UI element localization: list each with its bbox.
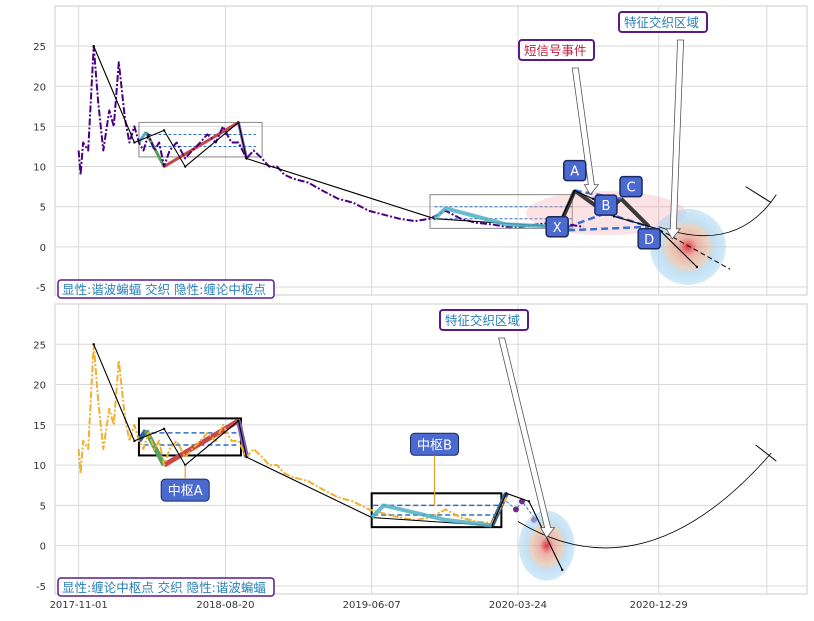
bottom-annotations: 中枢A 中枢B 特征交织区域 xyxy=(160,309,556,539)
feature-label: 特征交织区域 xyxy=(624,15,699,30)
bottom-y-tick-label: 25 xyxy=(33,340,46,351)
top-trend-point xyxy=(162,129,166,132)
top-trend-point xyxy=(591,197,595,200)
top-y-tick-label: 10 xyxy=(33,163,46,174)
top-panel: -5 0 5 10 15 20 25 短信号事件 特征交织区域 A B C D X 显性:谐波蝙蝠 交织… xyxy=(33,5,808,299)
bottom-trend-point xyxy=(245,455,248,459)
annotation-arrow xyxy=(571,67,600,196)
annotation-arrow xyxy=(665,39,685,240)
top-harmonic-leg xyxy=(163,121,240,168)
top-feature-zone xyxy=(649,208,726,285)
bottom-harmonic-point xyxy=(512,506,519,513)
bottom-harmonic-dashed xyxy=(506,500,535,518)
point-label-box xyxy=(619,175,643,198)
top-y-tick-label: 5 xyxy=(40,203,46,214)
feature-label-box xyxy=(618,11,708,33)
top-xabcd-leg xyxy=(619,197,651,229)
top-dashed-projection xyxy=(658,228,731,270)
bottom-legend-border xyxy=(57,577,275,597)
top-series xyxy=(77,44,699,269)
top-legend-border xyxy=(57,279,275,299)
pivot-label: 中枢A xyxy=(168,484,203,499)
top-arc-cap xyxy=(745,186,772,204)
bottom-y-tick-label: 0 xyxy=(40,542,46,553)
bottom-y-tick-label: 5 xyxy=(40,501,46,512)
top-pivot-box-2 xyxy=(429,194,573,229)
top-trend-point xyxy=(183,165,187,168)
bottom-y-tick-label: 20 xyxy=(33,381,46,392)
feature-label: 特征交织区域 xyxy=(445,313,520,328)
top-trend-point xyxy=(237,121,240,124)
feature-label-box xyxy=(439,309,529,331)
top-xabcd-dashed xyxy=(557,225,650,233)
bottom-x-ticks: 2017-11-01 2018-08-20 2019-06-07 2020-03-24… xyxy=(50,600,688,611)
bottom-y-ticks: -5 0 5 10 15 20 25 xyxy=(33,340,46,593)
top-y-tick-label: 20 xyxy=(33,82,46,93)
point-label-D: D xyxy=(644,233,654,248)
bottom-panel: -5 0 5 10 15 20 25 2017-11-01 2018-08-20 2019-06… xyxy=(33,303,808,611)
bottom-legend-text: 显性:缠论中枢点 交织 隐性:谐波蝙蝠 xyxy=(62,580,266,595)
point-label-A: A xyxy=(570,165,579,180)
top-y-tick-label: 25 xyxy=(33,42,46,53)
top-trend-point xyxy=(695,265,699,269)
bottom-trend-point xyxy=(133,439,136,443)
top-trend-point xyxy=(92,44,95,48)
x-tick-label: 2019-06-07 xyxy=(343,600,401,611)
top-trend-point xyxy=(133,141,136,144)
bottom-y-tick-label: 15 xyxy=(33,421,46,432)
pivot-label: 中枢B xyxy=(417,438,452,453)
bottom-series-segment xyxy=(370,503,493,528)
bottom-series-dashdot xyxy=(77,343,508,525)
top-legend-text: 显性:谐波蝙蝠 交织 隐性:缠论中枢点 xyxy=(62,282,266,297)
top-series-segment xyxy=(433,206,558,229)
bottom-arc-cap xyxy=(755,444,777,462)
bottom-grid xyxy=(55,304,807,594)
point-label-B: B xyxy=(601,199,610,214)
bottom-y-tick-label: 10 xyxy=(33,461,46,472)
top-xabcd-dashed xyxy=(556,211,607,232)
top-y-tick-label: 0 xyxy=(40,243,46,254)
bottom-y-tick-label: -5 xyxy=(36,582,46,593)
bottom-series xyxy=(77,343,564,572)
point-label-C: C xyxy=(626,181,635,196)
signal-label-box xyxy=(518,39,595,61)
point-label-box xyxy=(563,159,587,182)
bottom-trend-point xyxy=(527,500,531,503)
bottom-pivot-leg xyxy=(162,418,240,468)
bottom-feature-zone xyxy=(518,510,575,581)
bottom-legend-box: 显性:缠论中枢点 交织 隐性:谐波蝙蝠 xyxy=(57,577,275,597)
point-label-box xyxy=(545,216,569,238)
point-label-box xyxy=(637,228,661,250)
bottom-trend-point xyxy=(560,568,564,572)
top-legend-box: 显性:谐波蝙蝠 交织 隐性:缠论中枢点 xyxy=(57,279,275,299)
top-annotations: 短信号事件 特征交织区域 A B C D X xyxy=(518,11,708,250)
x-tick-label: 2017-11-01 xyxy=(50,600,108,611)
top-trend-point xyxy=(573,189,576,192)
bottom-trend-point xyxy=(505,492,508,495)
bottom-projection-arc xyxy=(517,452,772,549)
top-y-ticks: -5 0 5 10 15 20 25 xyxy=(33,42,46,294)
top-trend-point xyxy=(245,157,248,160)
x-tick-label: 2018-08-20 xyxy=(196,600,254,611)
bottom-trend-point xyxy=(237,419,240,423)
x-tick-label: 2020-12-29 xyxy=(630,600,688,611)
bottom-trend-point xyxy=(162,427,166,431)
point-label-X: X xyxy=(553,221,562,236)
point-label-box xyxy=(594,194,618,216)
top-y-tick-label: 15 xyxy=(33,122,46,133)
signal-label: 短信号事件 xyxy=(524,43,587,58)
bottom-trend-point xyxy=(92,343,95,346)
top-y-tick-label: -5 xyxy=(36,283,46,294)
x-tick-label: 2020-03-24 xyxy=(489,600,547,611)
annotation-arrow xyxy=(498,337,556,539)
